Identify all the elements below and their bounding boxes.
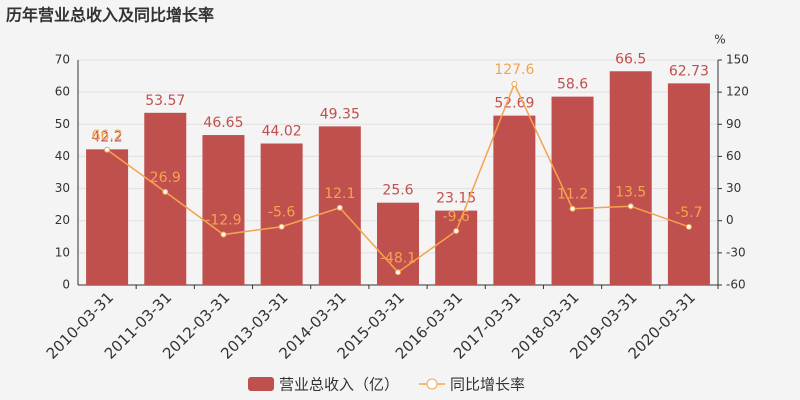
line-value-label: -12.9 [205, 213, 241, 229]
bar-value-label: 49.35 [320, 106, 360, 122]
legend-label: 同比增长率 [450, 376, 525, 394]
y-tick-label: 20 [55, 213, 70, 227]
bar [493, 115, 536, 285]
bar [609, 71, 652, 285]
y2-tick-label: -60 [726, 278, 746, 292]
y2-tick-label: 60 [726, 149, 741, 163]
bar [202, 135, 245, 285]
line-value-label: -9.6 [443, 209, 470, 225]
line-point [511, 81, 518, 87]
line-point [336, 204, 343, 211]
y-tick-label: 0 [62, 278, 70, 292]
line-value-label: 66.2 [92, 128, 123, 144]
chart-title: 历年营业总收入及同比增长率 [6, 6, 214, 25]
bar-value-label: 25.6 [382, 183, 413, 199]
line-point [685, 223, 692, 230]
y2-tick-label: -30 [726, 245, 746, 259]
y-tick-label: 30 [55, 181, 70, 195]
line-point [453, 228, 460, 234]
line-point [162, 188, 169, 195]
legend-label: 营业总收入（亿） [279, 376, 399, 394]
bar-value-label: 62.73 [669, 63, 709, 79]
bar-value-label: 58.6 [557, 77, 588, 93]
y2-tick-label: 150 [726, 53, 749, 67]
y2-tick-label: 30 [726, 181, 741, 195]
bar [260, 143, 303, 285]
line-point [278, 223, 285, 230]
bar-value-label: 52.69 [494, 96, 534, 112]
bar [86, 149, 129, 285]
bar [435, 210, 478, 285]
line-value-label: -48.1 [380, 250, 416, 266]
line-point [627, 203, 634, 210]
bar [144, 112, 187, 285]
line-point [569, 205, 576, 212]
y2-tick-label: 120 [726, 85, 749, 99]
y2-axis-label: % [714, 33, 725, 47]
y-tick-label: 50 [55, 117, 70, 131]
bar-value-label: 53.57 [145, 93, 185, 109]
bar-value-label: 42.2 [92, 129, 123, 145]
bar-value-label: 44.02 [262, 124, 302, 140]
legend-swatch-point [426, 378, 438, 390]
line-point [395, 269, 401, 276]
y2-tick-label: 0 [726, 213, 734, 227]
bar [551, 96, 594, 286]
y-tick-label: 70 [55, 53, 70, 67]
line-point [104, 146, 111, 153]
line-value-label: -5.7 [675, 205, 702, 221]
line-value-label: 13.5 [615, 184, 646, 200]
line-value-label: 26.9 [150, 170, 181, 186]
bar-value-label: 66.5 [615, 51, 646, 67]
line-value-label: 127.6 [494, 62, 534, 78]
bar-value-label: 23.15 [436, 191, 476, 207]
y-tick-label: 10 [55, 245, 70, 259]
line-value-label: 11.2 [557, 187, 588, 203]
y2-tick-label: 90 [726, 117, 741, 131]
y-tick-label: 60 [55, 85, 70, 99]
y-tick-label: 40 [55, 149, 70, 163]
bar-value-label: 46.65 [203, 115, 243, 131]
line-value-label: 12.1 [324, 186, 355, 202]
legend-swatch [248, 377, 274, 391]
bar [667, 83, 710, 285]
line-value-label: -5.6 [268, 205, 295, 221]
line-point [220, 231, 227, 238]
